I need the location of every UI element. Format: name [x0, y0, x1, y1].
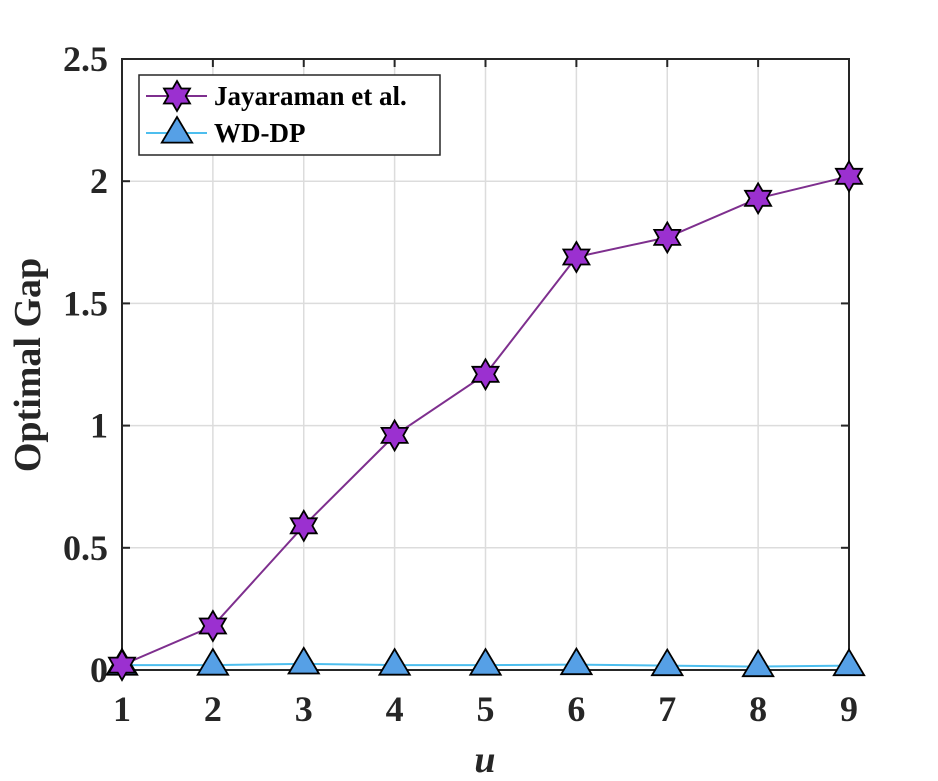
y-tick-label: 1: [90, 406, 108, 446]
y-tick-label: 0: [90, 650, 108, 690]
x-tick-label: 8: [749, 689, 767, 729]
y-axis-label: Optimal Gap: [7, 258, 49, 472]
tick-labels: 1 2 3 4 5 6 7 8 9 0 0.5 1 1.5 2 2.5: [63, 39, 858, 729]
legend-label: Jayaraman et al.: [214, 81, 407, 111]
x-tick-label: 4: [386, 689, 404, 729]
series-1: [105, 646, 866, 678]
series-point: [741, 648, 775, 678]
y-tick-label: 2: [90, 161, 108, 201]
legend-label: WD-DP: [214, 118, 305, 148]
series-point: [561, 240, 591, 274]
series-point: [832, 647, 866, 677]
x-tick-label: 2: [204, 689, 222, 729]
x-tick-label: 9: [840, 689, 858, 729]
series-point: [470, 357, 501, 392]
x-tick-label: 1: [113, 689, 131, 729]
series-point: [743, 181, 773, 216]
series-point: [834, 159, 864, 194]
series-point: [107, 648, 137, 682]
series-point: [559, 646, 594, 676]
y-tick-label: 1.5: [63, 283, 108, 323]
series-0: [107, 159, 864, 682]
series-point: [289, 509, 319, 543]
grid: [122, 59, 849, 670]
x-tick-label: 3: [295, 689, 313, 729]
series-layer: [105, 159, 866, 682]
y-tick-label: 2.5: [63, 39, 108, 79]
x-tick-label: 5: [477, 689, 495, 729]
x-axis-label: u: [474, 739, 495, 781]
series-point: [196, 647, 230, 676]
legend: Jayaraman et al. WD-DP: [138, 74, 441, 156]
series-point: [650, 647, 685, 677]
series-point: [377, 647, 412, 676]
y-tick-label: 0.5: [63, 528, 108, 568]
series-point: [468, 647, 503, 676]
series-point: [380, 418, 410, 453]
series-point: [287, 646, 321, 675]
series-point: [652, 220, 682, 255]
x-tick-label: 7: [658, 689, 676, 729]
series-point: [198, 609, 228, 643]
x-tick-label: 6: [567, 689, 585, 729]
legend-marker: [160, 115, 194, 144]
legend-marker: [162, 79, 192, 113]
